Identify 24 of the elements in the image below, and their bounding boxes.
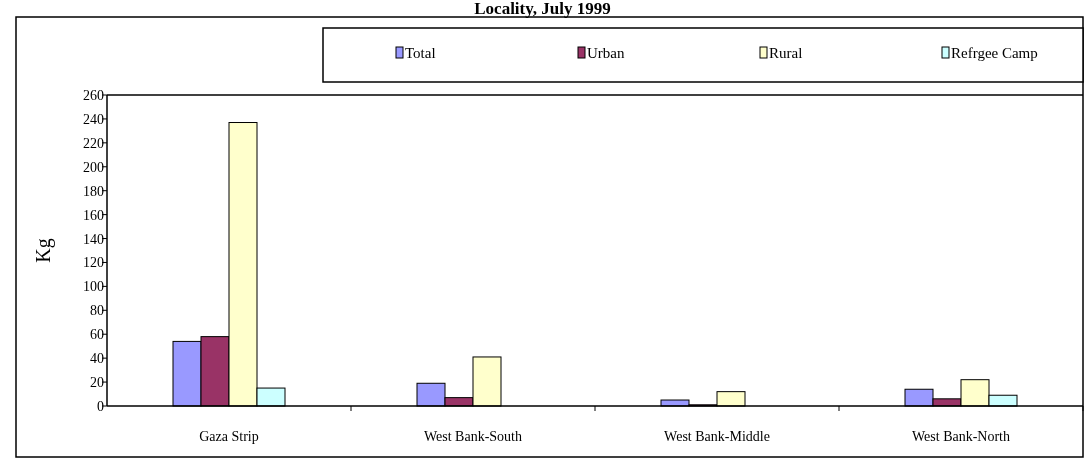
x-tick-label: West Bank-South bbox=[423, 429, 523, 444]
y-tick-label: 180 bbox=[83, 183, 104, 199]
y-tick-label: 60 bbox=[90, 327, 104, 343]
legend-label: Total bbox=[405, 45, 436, 61]
legend-label: Urban bbox=[587, 45, 625, 61]
x-tick-label: West Bank-Middle bbox=[664, 429, 770, 444]
y-tick-label: 140 bbox=[83, 231, 104, 247]
y-tick-label: 80 bbox=[90, 303, 104, 319]
y-tick-label: 240 bbox=[83, 111, 104, 127]
legend-label: Rural bbox=[769, 45, 803, 61]
chart-title: Locality, July 1999 bbox=[474, 0, 611, 18]
y-tick-label: 220 bbox=[83, 135, 104, 151]
x-tick-label: West Bank-North bbox=[911, 429, 1011, 444]
y-tick-label: 120 bbox=[83, 255, 104, 271]
y-tick-label: 20 bbox=[90, 375, 104, 391]
y-tick-label: 260 bbox=[83, 88, 104, 103]
x-tick-label: Gaza Strip bbox=[199, 429, 259, 444]
y-tick-label: 100 bbox=[83, 279, 104, 295]
y-tick-label: 160 bbox=[83, 207, 104, 223]
y-tick-label: 40 bbox=[90, 351, 104, 367]
legend-label: Refrgee Camp bbox=[951, 45, 1038, 61]
y-axis-title: Kg bbox=[32, 238, 55, 263]
y-tick-label: 0 bbox=[97, 399, 104, 414]
y-tick-label: 200 bbox=[83, 159, 104, 175]
